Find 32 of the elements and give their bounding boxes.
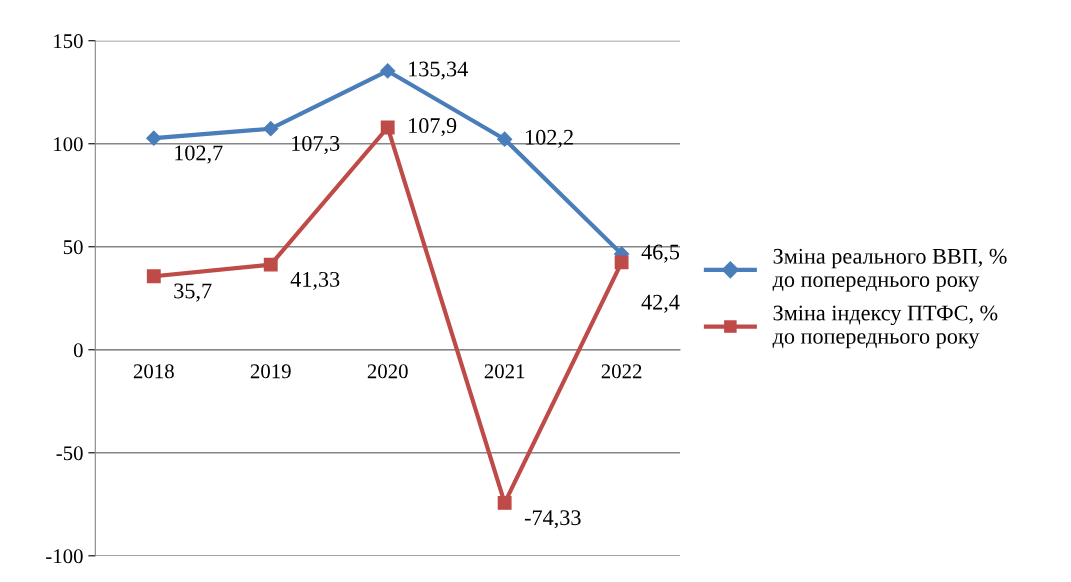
y-tick-label: -50 [56, 446, 83, 461]
y-tick-label: -100 [46, 549, 83, 564]
point [146, 130, 162, 146]
point [263, 121, 279, 137]
data-label: 41,33 [290, 271, 340, 291]
x-tick-label: 2021 [484, 364, 525, 379]
x-tick-label: 2022 [601, 364, 642, 379]
x-tick-label: 2018 [133, 364, 174, 379]
point [380, 63, 396, 79]
x-tick-label: 2019 [250, 364, 291, 379]
data-label: 102,2 [526, 129, 573, 148]
point [614, 255, 629, 270]
data-label: 107,9 [409, 118, 457, 137]
point [497, 131, 513, 147]
data-label: 135,34 [409, 61, 468, 80]
legend-label: Зміна індексу ПТФС, % до попереднього року [772, 305, 998, 349]
data-label: 35,7 [174, 283, 212, 302]
y-tick-label: 50 [63, 240, 83, 255]
y-tick-label: 100 [54, 137, 83, 152]
data-label: -74,33 [524, 510, 581, 529]
data-label: 46,5 [641, 244, 680, 263]
data-label: 42,4 [641, 294, 680, 313]
x-tick-label: 2020 [367, 364, 408, 379]
point [146, 269, 161, 284]
legend-label: Зміна реального ВВП, % до попереднього року [772, 248, 1007, 292]
point [497, 495, 512, 510]
point [380, 120, 395, 135]
data-label: 107,3 [292, 135, 340, 155]
point [263, 257, 278, 272]
y-tick-label: 0 [73, 343, 83, 358]
data-label: 102,7 [175, 145, 223, 164]
y-tick-label: 150 [54, 34, 83, 49]
